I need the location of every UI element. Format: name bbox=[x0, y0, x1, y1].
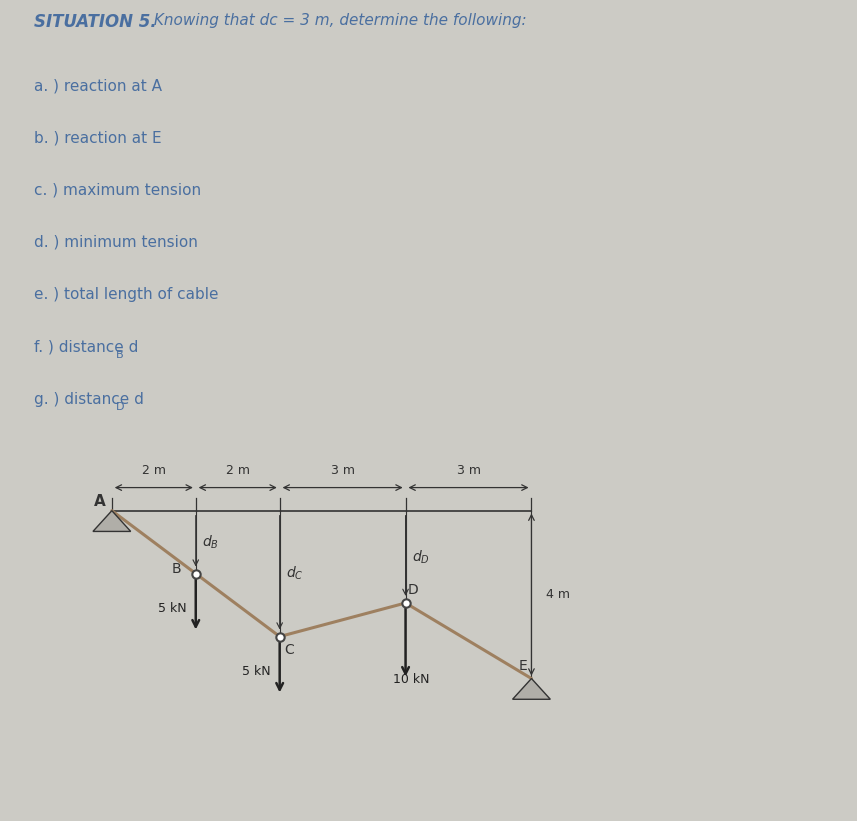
Text: e. ) total length of cable: e. ) total length of cable bbox=[34, 287, 219, 302]
Text: d. ) minimum tension: d. ) minimum tension bbox=[34, 235, 198, 250]
Text: $d_B$: $d_B$ bbox=[202, 534, 219, 551]
Text: 5 kN: 5 kN bbox=[242, 665, 271, 678]
Text: B: B bbox=[171, 562, 181, 576]
Text: C: C bbox=[284, 643, 294, 657]
Text: b. ) reaction at E: b. ) reaction at E bbox=[34, 131, 162, 145]
Text: 3 m: 3 m bbox=[457, 464, 481, 477]
Text: $d_D$: $d_D$ bbox=[412, 548, 429, 566]
Text: 2 m: 2 m bbox=[225, 464, 249, 477]
Polygon shape bbox=[512, 678, 550, 699]
Text: g. ) distance d: g. ) distance d bbox=[34, 392, 144, 406]
Text: B: B bbox=[116, 351, 123, 360]
Text: f. ) distance d: f. ) distance d bbox=[34, 339, 138, 355]
Text: E: E bbox=[518, 659, 527, 673]
Text: SITUATION 5.: SITUATION 5. bbox=[34, 13, 157, 31]
Text: 2 m: 2 m bbox=[141, 464, 165, 477]
Text: c. ) maximum tension: c. ) maximum tension bbox=[34, 183, 201, 198]
Text: a. ) reaction at A: a. ) reaction at A bbox=[34, 78, 162, 94]
Text: $d_C$: $d_C$ bbox=[286, 565, 303, 582]
Text: D: D bbox=[408, 583, 418, 597]
Text: 4 m: 4 m bbox=[546, 588, 570, 601]
Text: 10 kN: 10 kN bbox=[393, 673, 429, 686]
Text: 5 kN: 5 kN bbox=[158, 603, 187, 616]
Text: Knowing that dc = 3 m, determine the following:: Knowing that dc = 3 m, determine the fol… bbox=[149, 13, 527, 28]
Text: D: D bbox=[116, 402, 124, 412]
Text: 3 m: 3 m bbox=[331, 464, 355, 477]
Polygon shape bbox=[93, 511, 131, 531]
Text: A: A bbox=[93, 493, 105, 508]
